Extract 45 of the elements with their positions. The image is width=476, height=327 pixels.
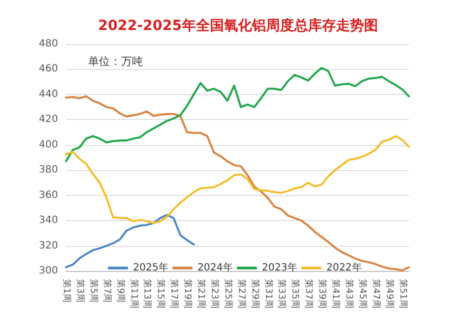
x-tick-label: 第25周 bbox=[222, 279, 234, 308]
y-tick-label: 480 bbox=[38, 38, 58, 50]
y-tick-label: 400 bbox=[38, 139, 58, 150]
x-tick-label: 第41周 bbox=[330, 279, 342, 308]
line-series bbox=[65, 135, 410, 224]
x-tick-label: 第13周 bbox=[142, 279, 153, 308]
chart-title: 2022-2025年全国氧化铝周度总库存走势图 bbox=[98, 17, 378, 34]
annotation: 单位：万吨 bbox=[88, 55, 143, 68]
x-tick-label: 第7周 bbox=[101, 279, 112, 303]
x-tick-label: 第37周 bbox=[303, 279, 314, 308]
legend-label: 2024年 bbox=[197, 262, 233, 274]
y-tick-label: 360 bbox=[38, 190, 58, 201]
legend-label: 2025年 bbox=[133, 262, 168, 274]
y-tick-label: 460 bbox=[38, 64, 58, 75]
line-series bbox=[65, 95, 410, 272]
y-tick-label: 420 bbox=[38, 114, 58, 126]
x-tick-label: 第39周 bbox=[316, 279, 328, 308]
y-tick-label: 440 bbox=[38, 88, 58, 100]
x-tick-label: 第1周 bbox=[61, 279, 72, 303]
x-tick-label: 第15周 bbox=[155, 279, 166, 308]
legend-label: 2023年 bbox=[262, 262, 298, 274]
legend-label: 2022年 bbox=[326, 262, 362, 274]
x-tick-label: 第47周 bbox=[370, 279, 382, 308]
x-tick-label: 第49周 bbox=[384, 279, 395, 308]
y-tick-label: 380 bbox=[38, 164, 58, 176]
line-series bbox=[65, 66, 410, 162]
x-tick-label: 第45周 bbox=[356, 279, 368, 308]
x-tick-label: 第27周 bbox=[236, 279, 247, 308]
x-tick-label: 第11周 bbox=[128, 279, 140, 308]
x-tick-label: 第21周 bbox=[196, 279, 207, 308]
x-tick-label: 第51周 bbox=[397, 279, 408, 308]
x-tick-label: 第43周 bbox=[343, 279, 354, 308]
x-tick-label: 第23周 bbox=[208, 279, 220, 308]
x-tick-label: 第19周 bbox=[182, 279, 194, 308]
y-tick-label: 300 bbox=[38, 266, 58, 276]
x-tick-label: 第33周 bbox=[276, 279, 288, 308]
x-tick-label: 第31周 bbox=[262, 279, 274, 308]
x-tick-label: 第3周 bbox=[74, 279, 86, 303]
x-tick-label: 第29周 bbox=[249, 279, 260, 308]
x-tick-label: 第9周 bbox=[114, 279, 126, 303]
x-tick-label: 第5周 bbox=[88, 279, 99, 303]
y-tick-label: 340 bbox=[38, 215, 58, 226]
x-tick-label: 第17周 bbox=[168, 279, 180, 308]
y-tick-label: 320 bbox=[38, 240, 58, 252]
x-tick-label: 第35周 bbox=[290, 279, 301, 308]
